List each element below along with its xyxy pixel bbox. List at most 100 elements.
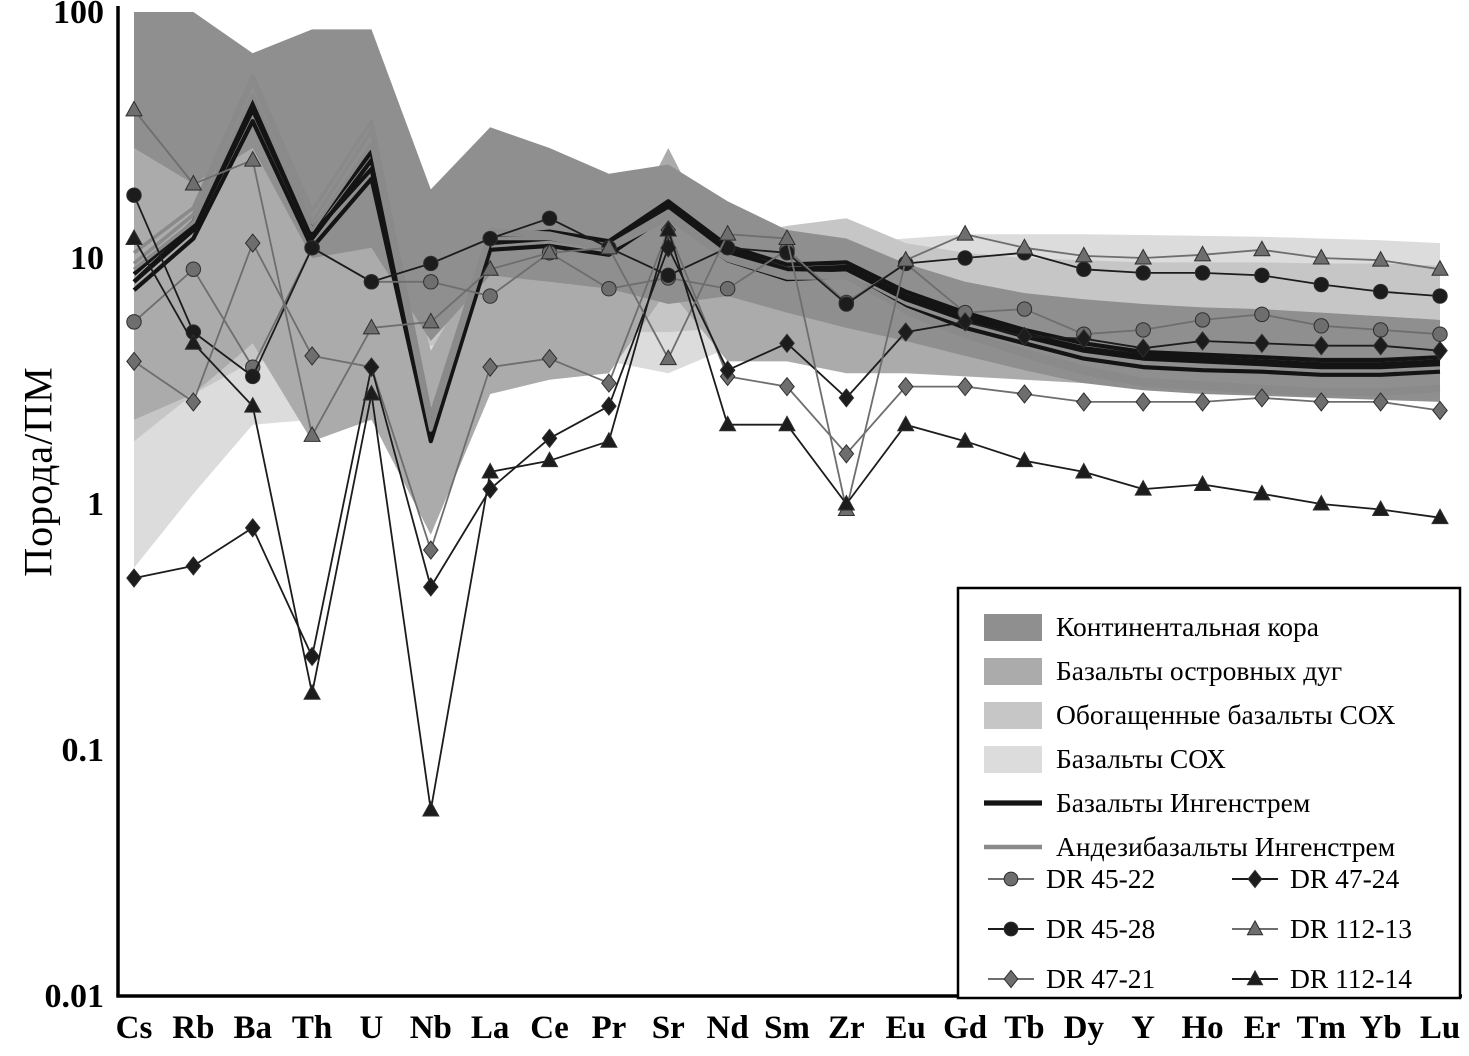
x-tick-label: Ce [530,1010,568,1046]
legend-label: DR 112-13 [1290,913,1412,944]
diamond-marker [126,568,142,588]
circle-marker [541,210,558,227]
y-tick-label: 0.1 [62,732,105,769]
legend-item-field-1: Базальты островных дуг [984,655,1342,686]
legend-label: DR 112-14 [1290,963,1412,994]
circle-marker [1432,288,1448,304]
legend-item-sample-DR-112-13: DR 112-13 [1232,913,1412,944]
circle-marker [423,274,439,290]
triangle-marker [778,415,796,432]
circle-marker [126,314,142,330]
diamond-marker [1194,392,1211,412]
diamond-marker [422,577,439,597]
diamond-marker [541,428,558,449]
triangle-marker [1246,919,1264,936]
diamond-marker [1313,335,1330,356]
legend-label: Базальты Ингенстрем [1056,787,1310,818]
circle-marker [601,281,617,297]
circle-marker [1254,267,1270,284]
legend-item-sample-DR-112-14: DR 112-14 [1232,963,1412,994]
triangle-marker [1312,494,1331,511]
x-tick-label: Cs [116,1010,153,1046]
legend: Континентальная кора Базальты островных д… [956,586,1462,1000]
diamond-marker [1247,869,1263,889]
x-tick-label: Tm [1297,1010,1347,1046]
diamond-marker [1075,392,1092,412]
x-tick-label: Yb [1360,1010,1402,1046]
triangle-marker [1193,245,1212,262]
legend-item-field-2: Обогащенные базальты СОХ [984,699,1396,730]
triangle-marker [184,174,203,191]
diamond-marker [1003,969,1019,989]
triangle-marker [362,384,381,401]
legend-item-sample-DR-45-28: DR 45-28 [988,913,1155,944]
legend-swatch [984,702,1042,729]
diamond-marker [719,360,736,380]
x-tick-label: Gd [943,1010,987,1046]
x-tick-label: La [471,1010,510,1046]
diamond-marker [897,376,914,397]
circle-marker [1194,265,1211,281]
y-tick-label: 100 [53,0,104,31]
circle-marker [838,296,855,312]
diamond-marker [957,376,973,397]
diamond-marker [1313,392,1330,412]
circle-marker [1135,322,1151,338]
circle-marker [482,230,498,247]
circle-marker [423,255,439,272]
circle-marker [185,261,202,277]
circle-marker [304,240,320,256]
legend-label: DR 47-21 [1046,963,1155,994]
x-tick-label: Dy [1064,1010,1105,1046]
legend-label: DR 45-22 [1046,863,1155,894]
circle-marker [1313,276,1329,293]
triangle-marker [540,451,559,468]
circle-marker [1076,261,1092,277]
diamond-marker [1432,400,1448,421]
circle-marker [719,281,736,297]
x-tick-label: Ba [233,1010,272,1046]
diamond-marker [897,322,914,342]
circle-marker [660,267,676,284]
group-line [132,74,1441,417]
circle-marker [1372,322,1389,338]
circle-marker [1016,301,1033,317]
triangle-marker [956,431,974,448]
diamond-marker [304,646,320,667]
diamond-marker [838,443,855,464]
legend-item-line-1: Андезибазальты Ингенстрем [984,831,1395,862]
diamond-marker [601,373,617,393]
triangle-marker [659,220,678,237]
x-tick-label: Tb [1004,1010,1044,1046]
triangle-marker [1074,462,1093,479]
triangle-marker [1193,474,1212,492]
triangle-marker [421,312,440,329]
triangle-marker [1134,479,1153,496]
legend-swatch [984,658,1042,685]
diamond-marker [779,376,795,397]
legend-item-field-0: Континентальная кора [984,611,1319,642]
triangle-marker [1074,246,1093,263]
diamond-marker [957,312,973,332]
group-line [132,97,1441,422]
triangle-marker [1015,238,1034,255]
x-tick-label: Nd [707,1010,749,1046]
legend-label: Базальты СОХ [1056,743,1226,774]
triangle-marker [421,800,440,817]
diamond-marker [1254,388,1270,408]
field-area-3 [134,127,1440,568]
circle-marker [1372,283,1389,300]
y-tick-label: 0.01 [45,978,105,1015]
diamond-marker [482,357,499,377]
triangle-marker [896,250,915,267]
x-tick-label: U [360,1010,384,1046]
triangle-marker [1246,969,1264,986]
y-tick-label: 1 [87,486,104,523]
triangle-marker [540,243,559,260]
triangle-marker [125,100,143,117]
diamond-marker [1372,335,1389,356]
diamond-marker [1075,328,1092,349]
circle-marker [1003,921,1019,937]
y-axis-ticks: 100 10 1 0.1 0.01 [45,0,105,1015]
triangle-marker [956,224,974,241]
